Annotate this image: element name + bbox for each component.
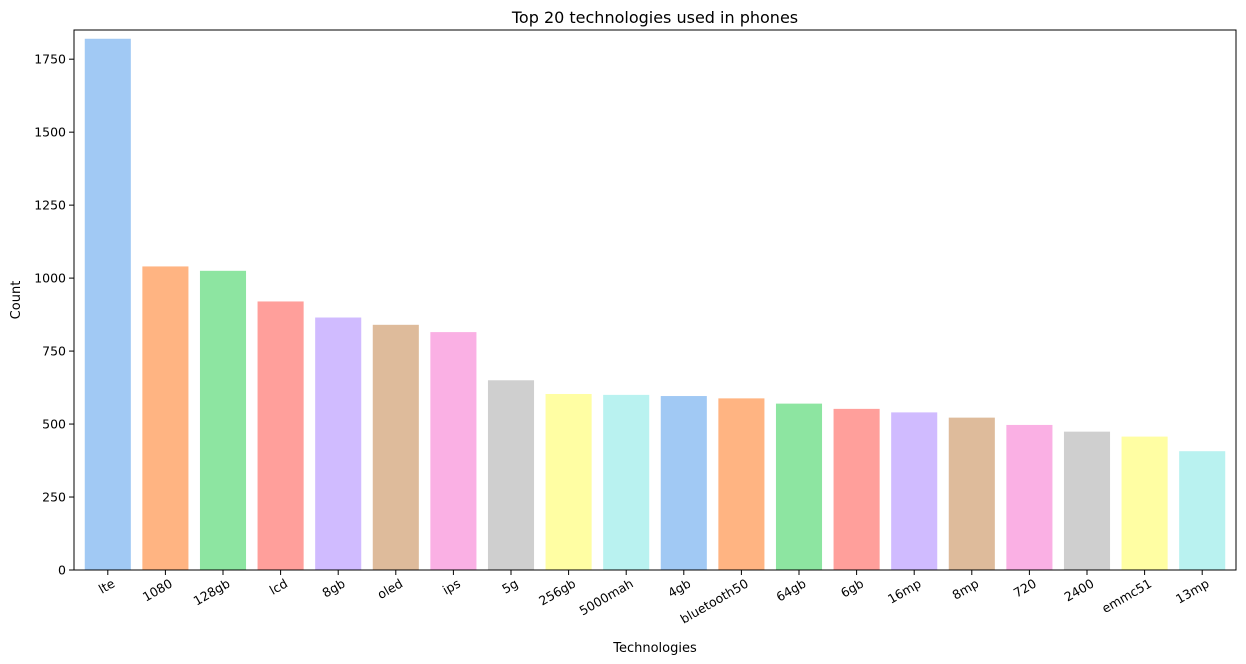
y-tick-label: 1000 bbox=[34, 271, 66, 286]
x-tick-label: 5000mah bbox=[577, 576, 636, 619]
x-axis-label: Technologies bbox=[612, 641, 697, 656]
x-tick-label: 256gb bbox=[536, 576, 578, 609]
bar-4gb bbox=[660, 396, 707, 570]
bar-6gb bbox=[833, 408, 880, 570]
bar-5g bbox=[487, 380, 535, 570]
x-tick-label: 128gb bbox=[191, 576, 233, 609]
x-tick-label: 2400 bbox=[1061, 576, 1096, 605]
bar-128gb bbox=[199, 270, 247, 570]
y-axis-label: Count bbox=[9, 281, 24, 320]
bar-13mp bbox=[1179, 451, 1226, 570]
y-tick-label: 750 bbox=[42, 344, 66, 359]
x-tick-label: 4gb bbox=[665, 576, 693, 601]
bar-1080 bbox=[142, 266, 189, 570]
y-tick-label: 1750 bbox=[34, 52, 66, 67]
chart-title: Top 20 technologies used in phones bbox=[511, 8, 798, 27]
x-tick-label: lcd bbox=[267, 576, 290, 598]
x-tick-label: 1080 bbox=[140, 576, 175, 605]
x-tick-label: 8gb bbox=[320, 576, 348, 601]
y-tick-label: 500 bbox=[42, 417, 66, 432]
x-tick-label: 8mp bbox=[949, 576, 981, 603]
x-tick-label: 13mp bbox=[1173, 576, 1212, 607]
bar-2400 bbox=[1063, 431, 1111, 570]
bar-5000mah bbox=[603, 394, 650, 570]
bar-16mp bbox=[891, 412, 938, 570]
bar-lcd bbox=[257, 301, 304, 570]
bar-720 bbox=[1006, 424, 1053, 570]
x-tick-label: 5g bbox=[499, 576, 520, 597]
bar-oled bbox=[372, 324, 419, 570]
x-tick-label: lte bbox=[96, 575, 118, 596]
bar-8gb bbox=[315, 317, 362, 570]
y-axis-ticks: 0 250 500 750 1000 1250 1500 1750 bbox=[34, 52, 74, 578]
x-tick-label: 720 bbox=[1011, 576, 1039, 601]
x-tick-label: emmc51 bbox=[1099, 576, 1154, 616]
x-tick-label: ips bbox=[440, 576, 463, 598]
x-tick-label: 6gb bbox=[838, 576, 866, 601]
x-tick-label: oled bbox=[375, 576, 406, 602]
y-tick-label: 1500 bbox=[34, 125, 66, 140]
bar-8mp bbox=[948, 417, 995, 570]
x-tick-label: 64gb bbox=[773, 576, 808, 605]
y-tick-label: 250 bbox=[42, 490, 66, 505]
y-tick-label: 0 bbox=[58, 563, 66, 578]
bar-64gb bbox=[775, 403, 823, 570]
y-tick-label: 1250 bbox=[34, 198, 66, 213]
x-tick-label: 16mp bbox=[885, 576, 924, 607]
bar-lte bbox=[84, 38, 131, 570]
plot-frame bbox=[73, 29, 1237, 571]
bar-bluetooth50 bbox=[718, 398, 765, 570]
bar-ips bbox=[430, 332, 477, 570]
bars-group bbox=[84, 38, 1226, 570]
bar-emmc51 bbox=[1121, 436, 1168, 570]
bar-256gb bbox=[545, 393, 592, 570]
